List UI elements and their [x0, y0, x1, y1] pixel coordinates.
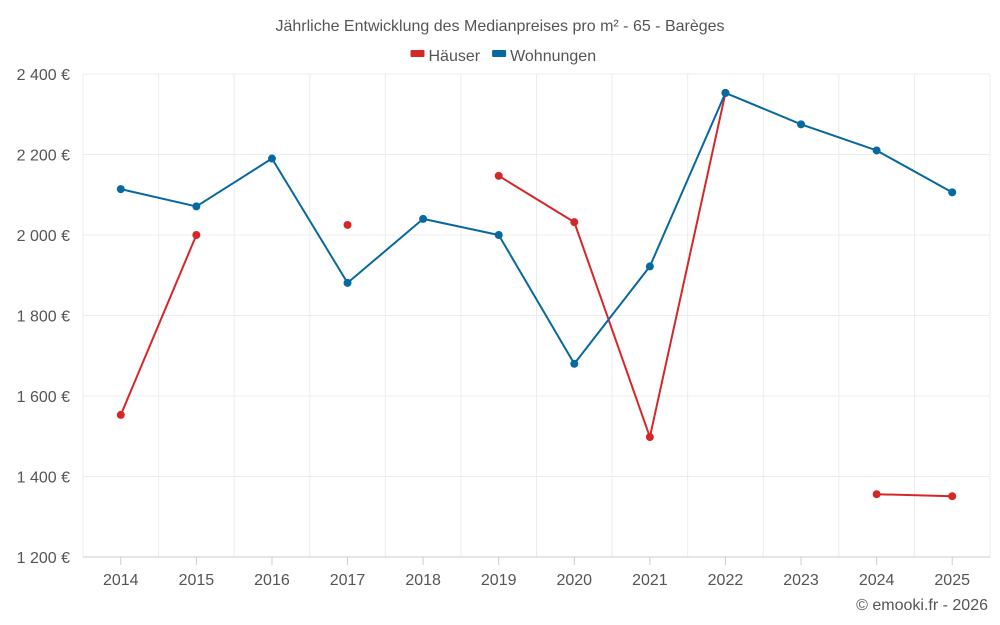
data-point[interactable]: [872, 490, 881, 499]
data-point[interactable]: [192, 202, 201, 211]
x-tick-label: 2020: [556, 572, 592, 589]
y-tick-label: 2 000 €: [17, 228, 70, 245]
x-tick-label: 2016: [254, 572, 290, 589]
y-tick-label: 2 400 €: [17, 67, 70, 84]
series-line: [120, 91, 953, 365]
data-point[interactable]: [494, 171, 503, 180]
series-line: [498, 92, 727, 439]
data-point[interactable]: [343, 220, 352, 229]
x-tick-label: 2022: [708, 572, 744, 589]
x-tick-label: 2019: [481, 572, 517, 589]
series-layer: [116, 88, 957, 501]
legend-label: Wohnungen: [510, 48, 596, 65]
x-tick-label: 2024: [859, 572, 895, 589]
data-point[interactable]: [570, 359, 579, 368]
legend: Häuser Wohnungen: [410, 48, 596, 65]
y-tick-label: 2 200 €: [17, 148, 70, 165]
y-tick-label: 1 400 €: [17, 470, 70, 487]
series-line: [876, 493, 953, 498]
x-tick-label: 2025: [934, 572, 970, 589]
data-point[interactable]: [343, 278, 352, 287]
chart-title: Jährliche Entwicklung des Medianpreises …: [275, 18, 724, 35]
grid-lines: [82, 73, 991, 557]
x-tick-label: 2017: [330, 572, 366, 589]
legend-item[interactable]: Wohnungen: [492, 48, 596, 65]
series-line: [119, 234, 198, 416]
legend-item[interactable]: Häuser: [410, 48, 481, 65]
data-point[interactable]: [948, 492, 957, 501]
series-Häuser: [116, 88, 957, 501]
axes: 1 200 € 1 400 € 1 600 € 1 800 € 2 000 € 2 200…: [17, 67, 990, 589]
data-point[interactable]: [570, 218, 579, 227]
y-tick-label: 1 200 €: [17, 550, 70, 567]
data-point[interactable]: [267, 154, 276, 163]
data-point[interactable]: [721, 88, 730, 97]
data-point[interactable]: [192, 231, 201, 239]
data-point[interactable]: [872, 146, 881, 155]
series-Wohnungen: [116, 88, 957, 368]
x-tick-label: 2015: [179, 572, 215, 589]
x-tick-label: 2021: [632, 572, 668, 589]
credit-text: © emooki.fr - 2026: [856, 597, 988, 614]
legend-swatch: [492, 50, 507, 57]
data-point[interactable]: [645, 262, 654, 271]
data-point[interactable]: [494, 231, 503, 239]
x-tick-label: 2014: [103, 572, 139, 589]
x-tick-label: 2023: [783, 572, 819, 589]
legend-label: Häuser: [429, 48, 481, 65]
y-tick-label: 1 800 €: [17, 309, 70, 326]
data-point[interactable]: [419, 214, 428, 223]
legend-swatch: [410, 50, 425, 57]
x-tick-label: 2018: [405, 572, 441, 589]
y-tick-label: 1 600 €: [17, 389, 70, 406]
data-point[interactable]: [116, 410, 125, 419]
data-point[interactable]: [645, 433, 654, 442]
data-point[interactable]: [797, 120, 806, 129]
data-point[interactable]: [948, 188, 957, 197]
data-point[interactable]: [116, 185, 125, 194]
